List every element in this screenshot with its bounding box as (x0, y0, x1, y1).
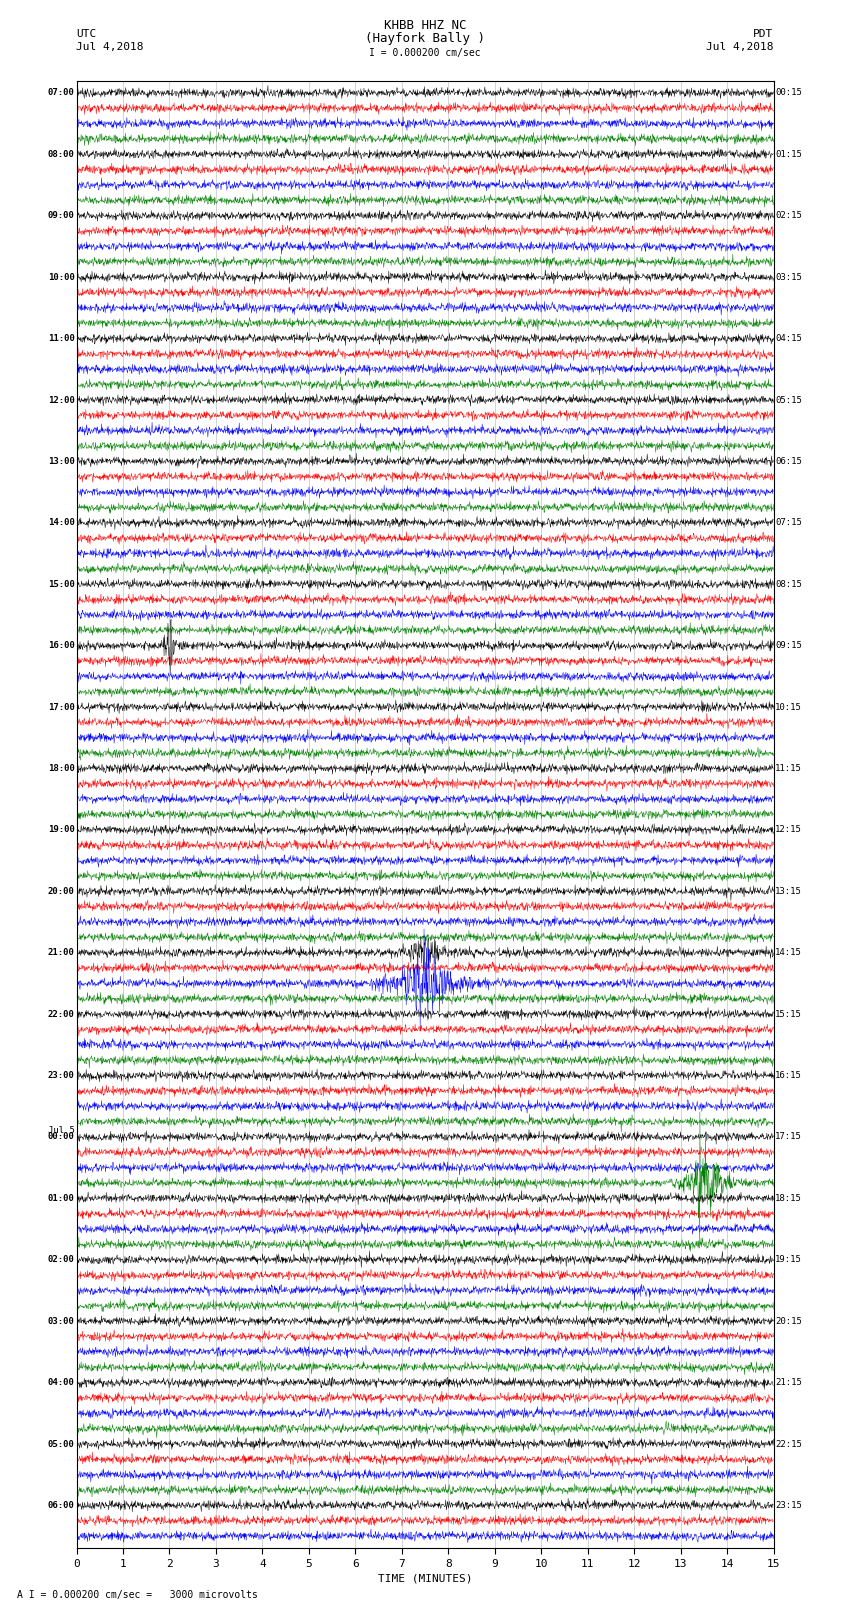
Text: KHBB HHZ NC: KHBB HHZ NC (383, 19, 467, 32)
Text: 10:00: 10:00 (48, 273, 75, 282)
Text: 04:00: 04:00 (48, 1378, 75, 1387)
Text: 15:00: 15:00 (48, 579, 75, 589)
Text: 18:15: 18:15 (775, 1194, 802, 1203)
Text: 08:00: 08:00 (48, 150, 75, 158)
Text: PDT: PDT (753, 29, 774, 39)
Text: Jul 5: Jul 5 (48, 1126, 75, 1136)
Text: 16:15: 16:15 (775, 1071, 802, 1081)
Text: 21:00: 21:00 (48, 948, 75, 957)
X-axis label: TIME (MINUTES): TIME (MINUTES) (377, 1573, 473, 1582)
Text: 16:00: 16:00 (48, 642, 75, 650)
Text: 15:15: 15:15 (775, 1010, 802, 1019)
Text: 13:15: 13:15 (775, 887, 802, 895)
Text: 06:00: 06:00 (48, 1502, 75, 1510)
Text: 12:15: 12:15 (775, 826, 802, 834)
Text: 07:00: 07:00 (48, 89, 75, 97)
Text: 06:15: 06:15 (775, 456, 802, 466)
Text: 05:15: 05:15 (775, 395, 802, 405)
Text: 18:00: 18:00 (48, 765, 75, 773)
Text: Jul 4,2018: Jul 4,2018 (706, 42, 774, 52)
Text: 22:00: 22:00 (48, 1010, 75, 1019)
Text: 03:15: 03:15 (775, 273, 802, 282)
Text: 20:00: 20:00 (48, 887, 75, 895)
Text: (Hayfork Bally ): (Hayfork Bally ) (365, 32, 485, 45)
Text: 19:00: 19:00 (48, 826, 75, 834)
Text: 03:00: 03:00 (48, 1316, 75, 1326)
Text: 11:00: 11:00 (48, 334, 75, 344)
Text: 08:15: 08:15 (775, 579, 802, 589)
Text: 19:15: 19:15 (775, 1255, 802, 1265)
Text: 07:15: 07:15 (775, 518, 802, 527)
Text: Jul 4,2018: Jul 4,2018 (76, 42, 144, 52)
Text: 17:15: 17:15 (775, 1132, 802, 1142)
Text: A I = 0.000200 cm/sec =   3000 microvolts: A I = 0.000200 cm/sec = 3000 microvolts (17, 1590, 258, 1600)
Text: 02:00: 02:00 (48, 1255, 75, 1265)
Text: 01:00: 01:00 (48, 1194, 75, 1203)
Text: 10:15: 10:15 (775, 703, 802, 711)
Text: 11:15: 11:15 (775, 765, 802, 773)
Text: 05:00: 05:00 (48, 1439, 75, 1448)
Text: 09:00: 09:00 (48, 211, 75, 221)
Text: 23:00: 23:00 (48, 1071, 75, 1081)
Text: 22:15: 22:15 (775, 1439, 802, 1448)
Text: 14:15: 14:15 (775, 948, 802, 957)
Text: 00:15: 00:15 (775, 89, 802, 97)
Text: 02:15: 02:15 (775, 211, 802, 221)
Text: I = 0.000200 cm/sec: I = 0.000200 cm/sec (369, 48, 481, 58)
Text: 13:00: 13:00 (48, 456, 75, 466)
Text: 04:15: 04:15 (775, 334, 802, 344)
Text: UTC: UTC (76, 29, 97, 39)
Text: 12:00: 12:00 (48, 395, 75, 405)
Text: 14:00: 14:00 (48, 518, 75, 527)
Text: 01:15: 01:15 (775, 150, 802, 158)
Text: 09:15: 09:15 (775, 642, 802, 650)
Text: 17:00: 17:00 (48, 703, 75, 711)
Text: 00:00: 00:00 (48, 1132, 75, 1142)
Text: 23:15: 23:15 (775, 1502, 802, 1510)
Text: 20:15: 20:15 (775, 1316, 802, 1326)
Text: 21:15: 21:15 (775, 1378, 802, 1387)
